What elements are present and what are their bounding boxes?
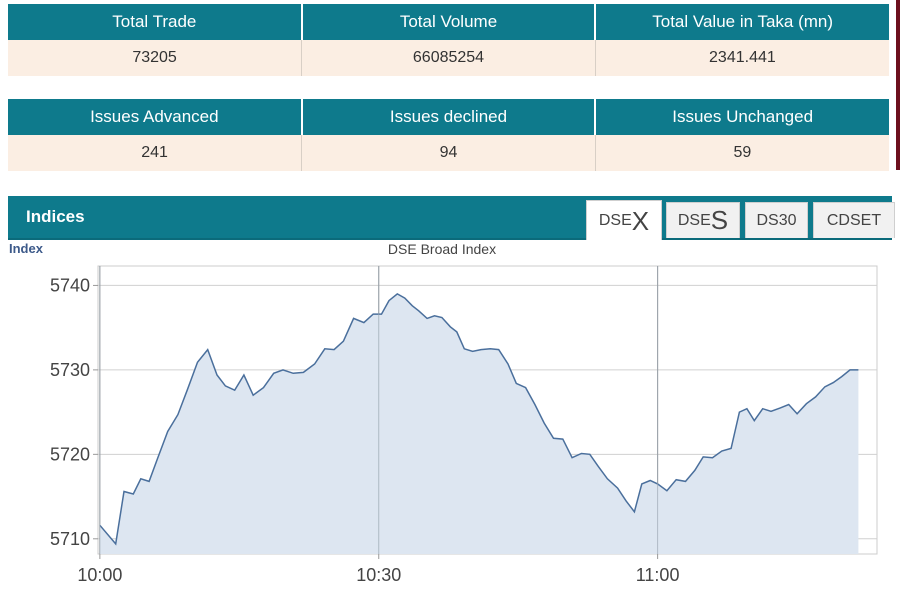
y-tick-label: 5740 xyxy=(50,275,90,295)
issues-unchanged-header: Issues Unchanged xyxy=(595,99,889,135)
tab-dsex-suffix: X xyxy=(631,205,650,236)
index-chart: DSE Broad Index 5710 5720 5730 5740 10:00 10:3… xyxy=(50,241,878,585)
chart-title: DSE Broad Index xyxy=(388,241,496,257)
index-corner-label: Index xyxy=(9,241,43,256)
y-tick-label: 5730 xyxy=(50,360,90,380)
market-summary-value-row: 73205 66085254 2341.441 xyxy=(8,40,889,76)
tab-cdset-label: CDSET xyxy=(826,211,882,229)
tab-ds30-label: DS30 xyxy=(756,211,797,229)
issues-declined-header: Issues declined xyxy=(301,99,597,135)
tab-dsex[interactable]: DSE X xyxy=(586,200,662,241)
total-trade-header: Total Trade xyxy=(8,4,303,40)
issues-summary-value-row: 241 94 59 xyxy=(8,135,889,171)
tab-dses-suffix: S xyxy=(710,205,729,235)
issues-advanced-value: 241 xyxy=(8,135,303,171)
series-area xyxy=(99,293,859,554)
x-tick-label: 10:30 xyxy=(356,565,401,585)
total-value-header: Total Value in Taka (mn) xyxy=(595,4,889,40)
x-tick-label: 10:00 xyxy=(77,565,122,585)
page-edge-strip xyxy=(896,0,900,170)
tab-dses-prefix: DSE xyxy=(677,211,711,229)
tab-dsex-prefix: DSE xyxy=(598,212,632,229)
total-volume-header: Total Volume xyxy=(301,4,597,40)
x-tick-label: 11:00 xyxy=(636,565,680,585)
total-volume-value: 66085254 xyxy=(301,40,596,76)
series-line xyxy=(99,292,859,546)
issues-summary-header-row: Issues Advanced Issues declined Issues U… xyxy=(8,99,889,135)
issues-summary-table: Issues Advanced Issues declined Issues U… xyxy=(8,99,889,171)
y-tick-label: 5720 xyxy=(50,444,90,464)
market-summary-table: Total Trade Total Volume Total Value in … xyxy=(8,4,889,76)
tab-dses[interactable]: DSE S xyxy=(666,202,740,238)
total-value-value: 2341.441 xyxy=(595,40,889,76)
indices-panel-title: Indices xyxy=(26,207,85,226)
issues-declined-value: 94 xyxy=(301,135,596,171)
issues-unchanged-value: 59 xyxy=(595,135,889,171)
tab-ds30[interactable]: DS30 xyxy=(745,202,808,238)
indices-panel-header xyxy=(8,196,892,241)
issues-advanced-header: Issues Advanced xyxy=(8,99,303,135)
market-summary-header-row: Total Trade Total Volume Total Value in … xyxy=(8,4,889,40)
index-chart-container: DSE Broad Index 5710 5720 5730 5740 10:00 10:3… xyxy=(8,240,892,600)
y-tick-label: 5710 xyxy=(50,529,90,549)
tab-cdset[interactable]: CDSET xyxy=(813,202,895,238)
total-trade-value: 73205 xyxy=(8,40,303,76)
